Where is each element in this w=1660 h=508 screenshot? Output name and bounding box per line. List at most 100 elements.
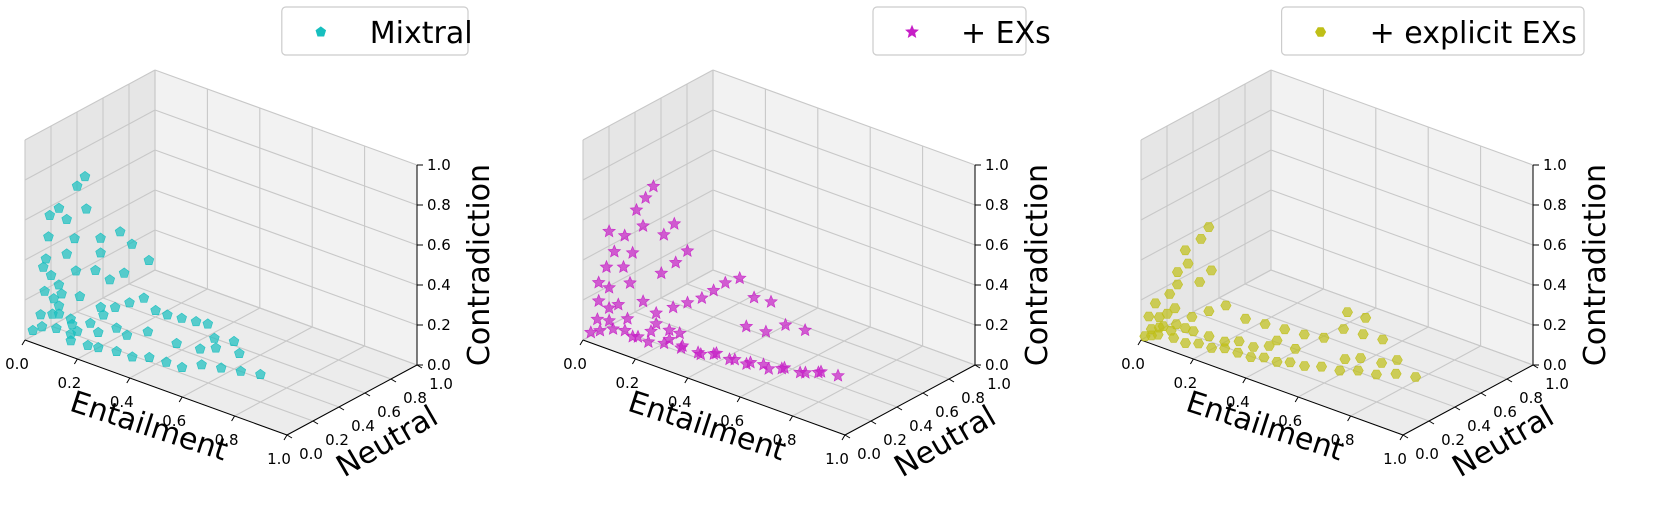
x-tick-label: 0.6 <box>720 412 744 430</box>
data-point <box>1186 312 1198 322</box>
data-point <box>1169 303 1181 314</box>
y-tick-label: 1.0 <box>987 375 1011 393</box>
gridline <box>154 69 418 166</box>
gridline <box>792 345 923 417</box>
gridline <box>582 229 714 301</box>
data-point <box>602 300 617 315</box>
x-tick-label: 0.8 <box>215 431 239 449</box>
x-tick-label: 0.2 <box>1173 374 1197 392</box>
data-point <box>176 361 188 373</box>
data-point <box>1245 352 1257 362</box>
data-point <box>196 359 207 370</box>
gridline <box>712 149 976 246</box>
gridline <box>582 109 714 181</box>
gridline <box>1140 229 1272 301</box>
gridline <box>712 269 976 366</box>
chart-panel-3: 0.00.00.00.20.20.20.40.40.40.6 0.60.60.80… <box>1121 6 1613 485</box>
y-tick <box>286 434 293 439</box>
chart-panel-1: 0.00.00.00.20.20.20.40.40.40.6 0.60.60.80… <box>5 6 497 485</box>
x-tick-label: 0.4 <box>668 393 692 411</box>
floor-pane <box>25 270 417 435</box>
y-tick <box>312 420 319 425</box>
legend: Mixtral <box>281 6 473 56</box>
data-point <box>718 275 733 289</box>
x-tick <box>1137 339 1142 346</box>
data-points <box>583 179 845 382</box>
y-tick-label: 0.2 <box>325 431 349 449</box>
x-tick-label: 0.0 <box>563 355 587 373</box>
data-point <box>1279 324 1291 335</box>
data-point <box>35 309 46 320</box>
x-tick-label: 0.2 <box>57 374 81 392</box>
data-point <box>1258 352 1270 363</box>
z-tick-label: 0.6 <box>985 236 1009 254</box>
data-point <box>121 329 133 340</box>
data-point <box>161 356 172 367</box>
data-point <box>654 266 669 280</box>
data-point <box>672 326 687 340</box>
data-point <box>623 275 637 289</box>
data-point <box>1220 300 1232 311</box>
legend: + explicit EXs <box>1280 6 1585 56</box>
back-pane <box>155 70 417 365</box>
gridline <box>24 269 156 341</box>
data-point <box>144 351 155 363</box>
data-point <box>1193 338 1205 349</box>
data-points <box>27 171 266 380</box>
data-point <box>228 335 240 347</box>
gridline <box>1140 69 1272 141</box>
data-point <box>1390 368 1402 379</box>
gridlines <box>1140 69 1534 436</box>
data-point <box>53 279 65 290</box>
data-point <box>1149 298 1161 309</box>
data-point <box>1205 265 1217 276</box>
data-point <box>1194 277 1206 287</box>
data-point <box>1203 306 1215 317</box>
legend-label: + EXs <box>961 16 1051 51</box>
data-point <box>71 180 83 191</box>
y-tick-label: 0.6 <box>1493 403 1517 421</box>
y-tick-label: 0.0 <box>857 445 881 463</box>
data-point <box>61 248 73 259</box>
data-point <box>1179 245 1191 256</box>
data-point <box>777 360 792 374</box>
data-point <box>611 297 626 311</box>
data-point <box>620 311 635 325</box>
y-tick-label: 0.2 <box>883 431 907 449</box>
data-point <box>758 324 773 338</box>
x-tick <box>631 358 636 365</box>
y-tick-label: 0.2 <box>1441 431 1465 449</box>
x-tick <box>21 339 26 346</box>
y-tick <box>844 434 851 439</box>
legend-marker <box>905 24 919 38</box>
y-tick <box>948 378 955 383</box>
data-point <box>70 265 82 276</box>
x-axis-line <box>582 339 846 436</box>
gridline <box>1192 311 1456 408</box>
data-point <box>764 294 778 308</box>
data-point <box>602 313 617 327</box>
gridline <box>687 307 819 379</box>
y-tick-label: 1.0 <box>429 375 453 393</box>
data-point <box>831 368 845 382</box>
data-point <box>171 337 182 349</box>
data-point <box>1233 336 1245 347</box>
z-tick-label: 0.0 <box>985 356 1009 374</box>
z-tick-label: 0.4 <box>1543 276 1567 294</box>
gridline <box>712 69 976 166</box>
data-point <box>814 364 828 378</box>
data-point <box>644 324 658 338</box>
data-point <box>56 288 67 299</box>
left-pane <box>583 70 713 340</box>
z-tick-label: 0.8 <box>1543 196 1567 214</box>
back-pane <box>713 70 975 365</box>
data-point <box>150 304 161 316</box>
data-point <box>190 316 202 327</box>
gridline <box>1140 109 1272 181</box>
data-point <box>65 335 77 346</box>
data-point <box>1171 279 1184 290</box>
data-point <box>109 301 121 312</box>
data-point <box>27 324 39 336</box>
data-point <box>602 224 617 238</box>
back-pane <box>1271 70 1533 365</box>
